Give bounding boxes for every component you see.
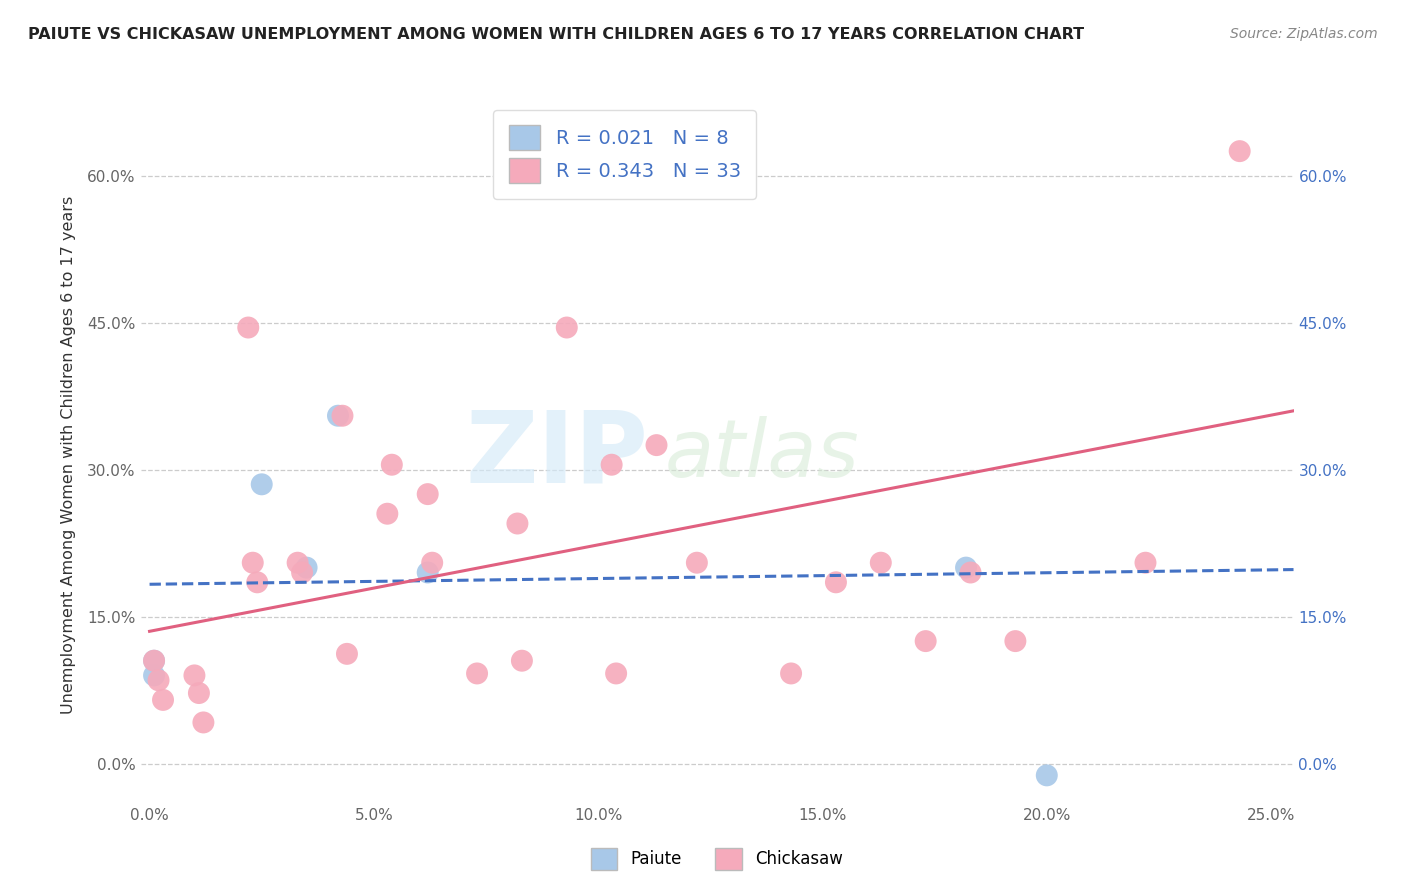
Point	[510, 654, 533, 668]
Point	[780, 666, 803, 681]
Point	[143, 654, 166, 668]
Point	[955, 560, 977, 574]
Text: PAIUTE VS CHICKASAW UNEMPLOYMENT AMONG WOMEN WITH CHILDREN AGES 6 TO 17 YEARS CO: PAIUTE VS CHICKASAW UNEMPLOYMENT AMONG W…	[28, 27, 1084, 42]
Point	[416, 487, 439, 501]
Point	[416, 566, 439, 580]
Point	[600, 458, 623, 472]
Text: atlas: atlas	[665, 416, 860, 494]
Legend: Paiute, Chickasaw: Paiute, Chickasaw	[582, 840, 852, 878]
Point	[250, 477, 273, 491]
Point	[645, 438, 668, 452]
Point	[193, 715, 215, 730]
Point	[1229, 144, 1251, 158]
Point	[152, 693, 174, 707]
Point	[148, 673, 170, 688]
Point	[143, 668, 166, 682]
Point	[238, 320, 260, 334]
Point	[1135, 556, 1157, 570]
Point	[555, 320, 578, 334]
Point	[1036, 768, 1059, 782]
Point	[420, 556, 443, 570]
Point	[375, 507, 398, 521]
Point	[295, 560, 318, 574]
Point	[869, 556, 891, 570]
Point	[336, 647, 359, 661]
Point	[605, 666, 627, 681]
Point	[825, 575, 848, 590]
Point	[187, 686, 209, 700]
Point	[914, 634, 936, 648]
Point	[332, 409, 354, 423]
Point	[183, 668, 205, 682]
Point	[1004, 634, 1026, 648]
Point	[242, 556, 264, 570]
Text: Source: ZipAtlas.com: Source: ZipAtlas.com	[1230, 27, 1378, 41]
Point	[291, 566, 314, 580]
Point	[246, 575, 269, 590]
Point	[143, 654, 166, 668]
Point	[959, 566, 981, 580]
Point	[465, 666, 488, 681]
Point	[686, 556, 709, 570]
Point	[326, 409, 349, 423]
Text: ZIP: ZIP	[465, 407, 648, 503]
Y-axis label: Unemployment Among Women with Children Ages 6 to 17 years: Unemployment Among Women with Children A…	[60, 196, 76, 714]
Point	[506, 516, 529, 531]
Point	[287, 556, 309, 570]
Point	[381, 458, 404, 472]
